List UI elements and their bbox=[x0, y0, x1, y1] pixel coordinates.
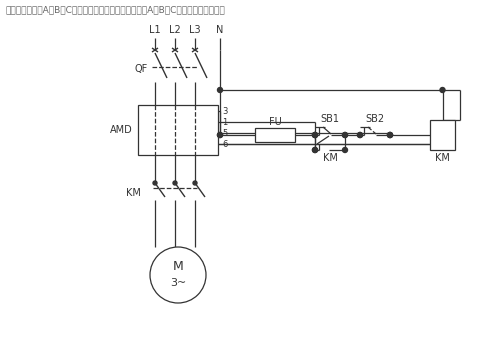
Circle shape bbox=[312, 148, 318, 153]
Text: 1: 1 bbox=[222, 117, 228, 126]
Text: SB2: SB2 bbox=[366, 114, 384, 124]
Circle shape bbox=[218, 132, 222, 138]
Circle shape bbox=[342, 148, 347, 153]
Circle shape bbox=[358, 132, 362, 138]
Text: 3~: 3~ bbox=[170, 278, 186, 288]
Text: FU: FU bbox=[268, 117, 281, 127]
Text: QF: QF bbox=[134, 64, 147, 74]
Text: KM: KM bbox=[126, 188, 141, 198]
Text: L3: L3 bbox=[189, 25, 201, 35]
Text: SB1: SB1 bbox=[320, 114, 340, 124]
Text: AMD: AMD bbox=[110, 125, 133, 135]
Circle shape bbox=[388, 132, 392, 138]
Text: 5: 5 bbox=[222, 129, 228, 138]
Circle shape bbox=[358, 132, 362, 138]
Bar bbox=[255, 128, 295, 142]
Circle shape bbox=[388, 132, 392, 138]
Circle shape bbox=[312, 148, 318, 153]
Text: N: N bbox=[216, 25, 224, 35]
Circle shape bbox=[312, 132, 318, 138]
Circle shape bbox=[218, 132, 222, 138]
Text: M: M bbox=[172, 260, 184, 273]
Text: KM: KM bbox=[322, 153, 338, 163]
Text: 3: 3 bbox=[222, 107, 228, 116]
Text: 将电动机主电路A、B、C相电源线分别穿过电动机保护器A、B、C相的电源线穿线孔。: 将电动机主电路A、B、C相电源线分别穿过电动机保护器A、B、C相的电源线穿线孔。 bbox=[5, 5, 225, 14]
Circle shape bbox=[342, 132, 347, 138]
Bar bbox=[430, 120, 455, 150]
Text: KM: KM bbox=[435, 153, 450, 163]
Text: L2: L2 bbox=[169, 25, 181, 35]
Text: 6: 6 bbox=[222, 140, 228, 149]
Circle shape bbox=[218, 87, 222, 93]
Circle shape bbox=[312, 132, 318, 138]
Circle shape bbox=[150, 247, 206, 303]
Circle shape bbox=[440, 87, 445, 93]
Text: L1: L1 bbox=[149, 25, 161, 35]
Circle shape bbox=[388, 132, 392, 138]
Bar bbox=[138, 105, 218, 155]
Circle shape bbox=[312, 132, 318, 138]
Circle shape bbox=[173, 181, 177, 185]
Circle shape bbox=[193, 181, 197, 185]
Circle shape bbox=[153, 181, 157, 185]
Circle shape bbox=[342, 132, 347, 138]
